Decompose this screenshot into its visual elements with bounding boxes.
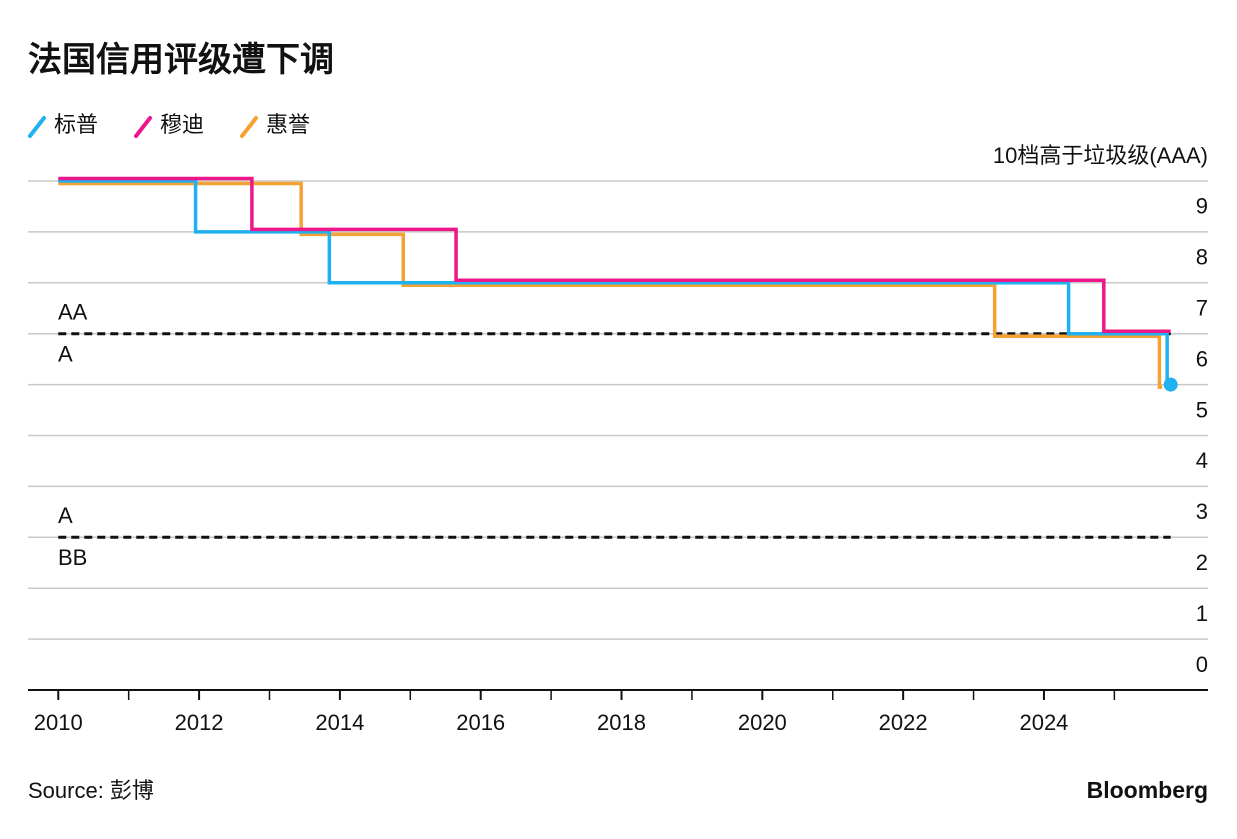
y-tick-label: 6 [1196,346,1208,371]
x-tick-label: 2014 [315,710,364,735]
source: Source: 彭博 [28,778,154,803]
threshold-label-above: A [58,503,73,528]
series-line [58,176,1171,333]
y-tick-label: 8 [1196,245,1208,270]
threshold-label-below: A [58,342,73,367]
series-line [58,181,1163,389]
end-marker [1163,377,1178,392]
y-tick-label: 2 [1196,550,1208,575]
threshold-label-above: AA [58,300,88,325]
x-tick-label: 2010 [34,710,83,735]
y-tick-label: 4 [1196,448,1208,473]
legend-marker [28,116,46,138]
x-tick-label: 2022 [879,710,928,735]
x-tick-label: 2024 [1019,710,1068,735]
x-tick-label: 2020 [738,710,787,735]
series-line [58,179,1171,387]
y-tick-label: 5 [1196,397,1208,422]
chart-title: 法国信用评级遭下调 [28,41,334,79]
x-tick-label: 2018 [597,710,646,735]
y-tick-label: 1 [1196,601,1208,626]
brand: Bloomberg [1087,777,1208,803]
y-tick-label: 10档高于垃圾级(AAA) [993,143,1208,168]
x-tick-label: 2016 [456,710,505,735]
legend-label: 标普 [54,112,98,137]
y-tick-label: 9 [1196,194,1208,219]
y-tick-label: 3 [1196,499,1208,524]
y-tick-label: 0 [1196,652,1208,677]
legend-marker [134,116,153,138]
x-tick-label: 2012 [175,710,224,735]
legend-label: 穆迪 [160,112,204,137]
legend-label: 惠誉 [266,112,310,137]
threshold-label-below: BB [58,545,87,570]
legend-marker [240,116,259,138]
y-tick-label: 7 [1196,296,1208,321]
